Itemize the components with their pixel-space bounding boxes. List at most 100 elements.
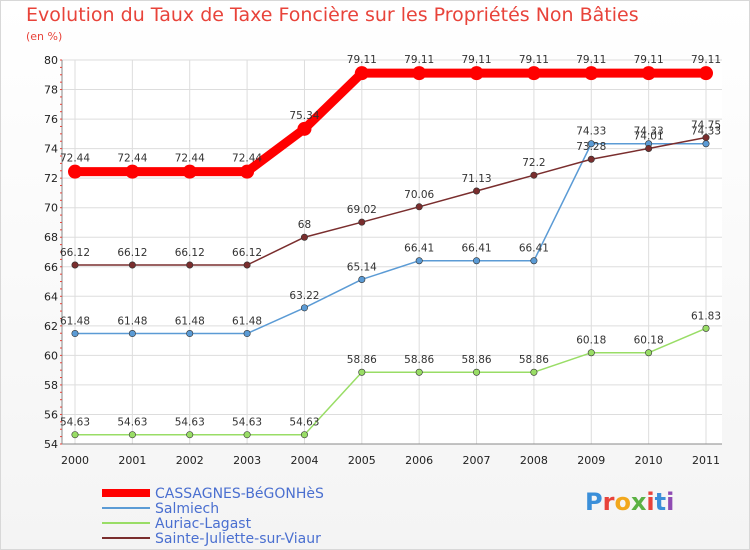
data-label: 63.22 — [289, 290, 319, 302]
data-point — [182, 164, 197, 179]
data-label: 74.33 — [634, 126, 664, 138]
legend-label: Sainte-Juliette-sur-Viaur — [155, 531, 321, 547]
data-point — [186, 330, 194, 338]
logo-letter: x — [630, 488, 647, 516]
data-label: 74.33 — [576, 126, 606, 138]
y-axis-unit: (en %) — [26, 30, 63, 43]
data-point — [186, 261, 194, 269]
logo-letter: i — [646, 488, 655, 516]
data-label: 73.28 — [576, 141, 606, 153]
data-point — [71, 431, 79, 439]
proxiti-logo: Proxiti — [585, 488, 674, 516]
legend-label: Auriac-Lagast — [155, 516, 252, 532]
data-label: 60.18 — [576, 335, 606, 347]
x-tick-label: 2005 — [348, 454, 376, 467]
chart-title: Evolution du Taux de Taxe Foncière sur l… — [26, 4, 639, 26]
x-tick-label: 2002 — [176, 454, 204, 467]
data-point — [300, 304, 308, 312]
data-label: 65.14 — [347, 261, 377, 273]
data-point — [702, 324, 710, 332]
data-point — [128, 330, 136, 338]
y-tick-label: 70 — [44, 202, 58, 215]
data-label: 58.86 — [462, 354, 492, 366]
series-line-2 — [74, 327, 707, 436]
data-point — [526, 66, 541, 81]
data-label: 61.83 — [691, 310, 721, 322]
data-point — [358, 218, 366, 226]
data-label: 79.11 — [691, 54, 721, 66]
data-label: 61.48 — [232, 316, 262, 328]
series-line-0 — [70, 68, 711, 177]
data-point — [473, 368, 481, 376]
data-label: 68 — [298, 219, 311, 231]
data-point — [415, 203, 423, 211]
data-label: 58.86 — [404, 354, 434, 366]
data-point — [699, 66, 713, 81]
x-tick-label: 2011 — [692, 454, 720, 467]
data-label: 54.63 — [117, 417, 147, 429]
y-tick-label: 58 — [44, 379, 58, 392]
data-label: 58.86 — [347, 354, 377, 366]
y-tick-label: 68 — [44, 231, 58, 244]
data-label: 54.63 — [289, 417, 319, 429]
x-tick-label: 2003 — [233, 454, 261, 467]
y-tick-label: 80 — [44, 54, 58, 67]
x-tick-label: 2008 — [520, 454, 548, 467]
data-point — [240, 164, 255, 179]
data-point — [354, 66, 369, 81]
data-point — [243, 431, 251, 439]
y-tick-label: 54 — [44, 438, 58, 451]
data-label: 66.12 — [117, 247, 147, 259]
data-label: 66.12 — [60, 247, 90, 259]
data-point — [473, 187, 481, 195]
x-tick-label: 2010 — [635, 454, 663, 467]
y-tick-label: 62 — [44, 320, 58, 333]
data-label: 58.86 — [519, 354, 549, 366]
data-point — [587, 140, 595, 148]
y-tick-label: 56 — [44, 408, 58, 421]
data-point — [587, 155, 595, 163]
data-label: 66.12 — [175, 247, 205, 259]
data-point — [358, 368, 366, 376]
data-label: 79.11 — [404, 54, 434, 66]
data-label: 79.11 — [462, 54, 492, 66]
data-point — [645, 349, 653, 357]
data-point — [243, 261, 251, 269]
data-label: 72.44 — [60, 153, 90, 165]
data-label: 61.48 — [117, 316, 147, 328]
data-label: 74.75 — [691, 120, 721, 132]
data-point — [125, 164, 140, 179]
data-label: 69.02 — [347, 204, 377, 216]
data-label: 71.13 — [462, 173, 492, 185]
data-label: 61.48 — [175, 316, 205, 328]
logo-letter: o — [614, 488, 631, 516]
data-point — [473, 257, 481, 265]
data-point — [243, 330, 251, 338]
logo-letter: r — [602, 488, 615, 516]
data-point — [412, 66, 427, 81]
data-point — [530, 257, 538, 265]
x-tick-label: 2006 — [405, 454, 433, 467]
plot-area — [62, 60, 722, 444]
series-line-3 — [74, 136, 707, 266]
y-tick-label: 74 — [44, 143, 58, 156]
data-point — [584, 66, 599, 81]
data-label: 66.41 — [404, 243, 434, 255]
y-tick-label: 76 — [44, 113, 58, 126]
data-point — [71, 261, 79, 269]
data-label: 79.11 — [576, 54, 606, 66]
y-tick-label: 78 — [44, 84, 58, 97]
data-label: 66.12 — [232, 247, 262, 259]
data-label: 72.2 — [522, 157, 545, 169]
data-label: 72.44 — [117, 153, 147, 165]
data-label: 54.63 — [60, 417, 90, 429]
data-point — [702, 134, 710, 142]
data-label: 79.11 — [634, 54, 664, 66]
data-point — [300, 431, 308, 439]
data-point — [587, 349, 595, 357]
series-line-1 — [74, 142, 707, 335]
logo-letter: i — [666, 488, 675, 516]
data-point — [702, 140, 710, 148]
legend-label: CASSAGNES-BéGONHèS — [155, 486, 324, 502]
